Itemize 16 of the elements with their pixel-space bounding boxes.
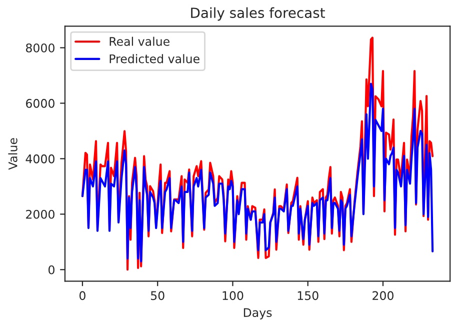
y-tick-label: 0 [48,265,54,274]
y-tick-label: 2000 [26,210,54,219]
chart-title: Daily sales forecast [191,7,325,21]
x-tick-label: 150 [298,291,318,300]
x-tick-label: 50 [150,291,164,300]
y-axis-title: Value [8,138,18,170]
y-tick-label: 6000 [26,98,54,108]
legend-label: Predicted value [110,54,200,64]
x-tick-label: 0 [79,291,86,300]
line-series [81,82,434,262]
x-tick-label: 100 [222,291,244,300]
x-tick-label: 200 [372,291,394,300]
y-tick-label: 4000 [26,154,54,164]
legend-label: Real value [110,36,170,46]
x-axis-title: Days [244,308,272,320]
y-tick-label: 8000 [26,43,54,52]
